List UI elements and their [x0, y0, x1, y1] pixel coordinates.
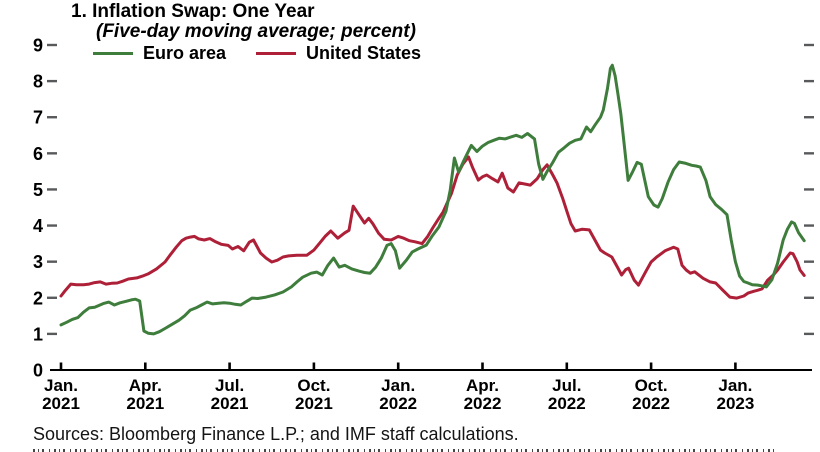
euro-area-line — [59, 63, 806, 336]
x-tick-label-year: 2021 — [211, 394, 249, 413]
y-tick-label: 2 — [33, 288, 43, 308]
x-tick-label-month: Oct. — [297, 376, 330, 395]
legend-label-euro-area: Euro area — [143, 43, 227, 63]
x-tick-label-month: Apr. — [466, 376, 499, 395]
y-tick-label: 8 — [33, 72, 43, 92]
x-tick-label-month: Apr. — [129, 376, 162, 395]
y-tick-label: 6 — [33, 144, 43, 164]
x-tick-label-year: 2021 — [42, 394, 80, 413]
x-tick-label-year: 2021 — [126, 394, 164, 413]
sources-note: Sources: Bloomberg Finance L.P.; and IMF… — [33, 424, 519, 444]
x-tick-label-year: 2022 — [464, 394, 502, 413]
united-states-line-swatch — [256, 51, 297, 56]
x-tick-label-year: 2022 — [632, 394, 670, 413]
x-tick-label-year: 2022 — [548, 394, 586, 413]
chart-legend: Euro area United States — [93, 43, 421, 64]
x-tick-label-month: Jan. — [381, 376, 415, 395]
y-tick-label: 4 — [33, 216, 43, 236]
y-tick-label: 1 — [33, 324, 43, 344]
x-tick-label-month: Jul. — [215, 376, 244, 395]
y-tick-label: 9 — [33, 36, 43, 56]
y-tick-label: 7 — [33, 108, 43, 128]
x-tick-label-year: 2021 — [295, 394, 333, 413]
chart-subtitle: (Five-day moving average; percent) — [96, 21, 416, 42]
euro-area-line-swatch — [93, 51, 133, 56]
y-tick-label: 0 — [33, 361, 43, 381]
chart-title: 1. Inflation Swap: One Year — [71, 1, 315, 22]
legend-label-united-states: United States — [306, 43, 422, 63]
clipped-bottom-text-line — [33, 449, 775, 452]
y-tick-label: 3 — [33, 252, 43, 272]
x-tick-label-month: Oct. — [635, 376, 668, 395]
x-tick-label-month: Jul. — [552, 376, 581, 395]
legend-item-euro-area: Euro area — [93, 43, 226, 64]
x-tick-label-month: Jan. — [718, 376, 752, 395]
x-tick-label-month: Jan. — [44, 376, 78, 395]
y-tick-label: 5 — [33, 180, 43, 200]
legend-item-united-states: United States — [256, 43, 421, 64]
x-tick-label-year: 2023 — [716, 394, 754, 413]
united-states-line — [59, 155, 806, 300]
x-tick-label-year: 2022 — [379, 394, 417, 413]
